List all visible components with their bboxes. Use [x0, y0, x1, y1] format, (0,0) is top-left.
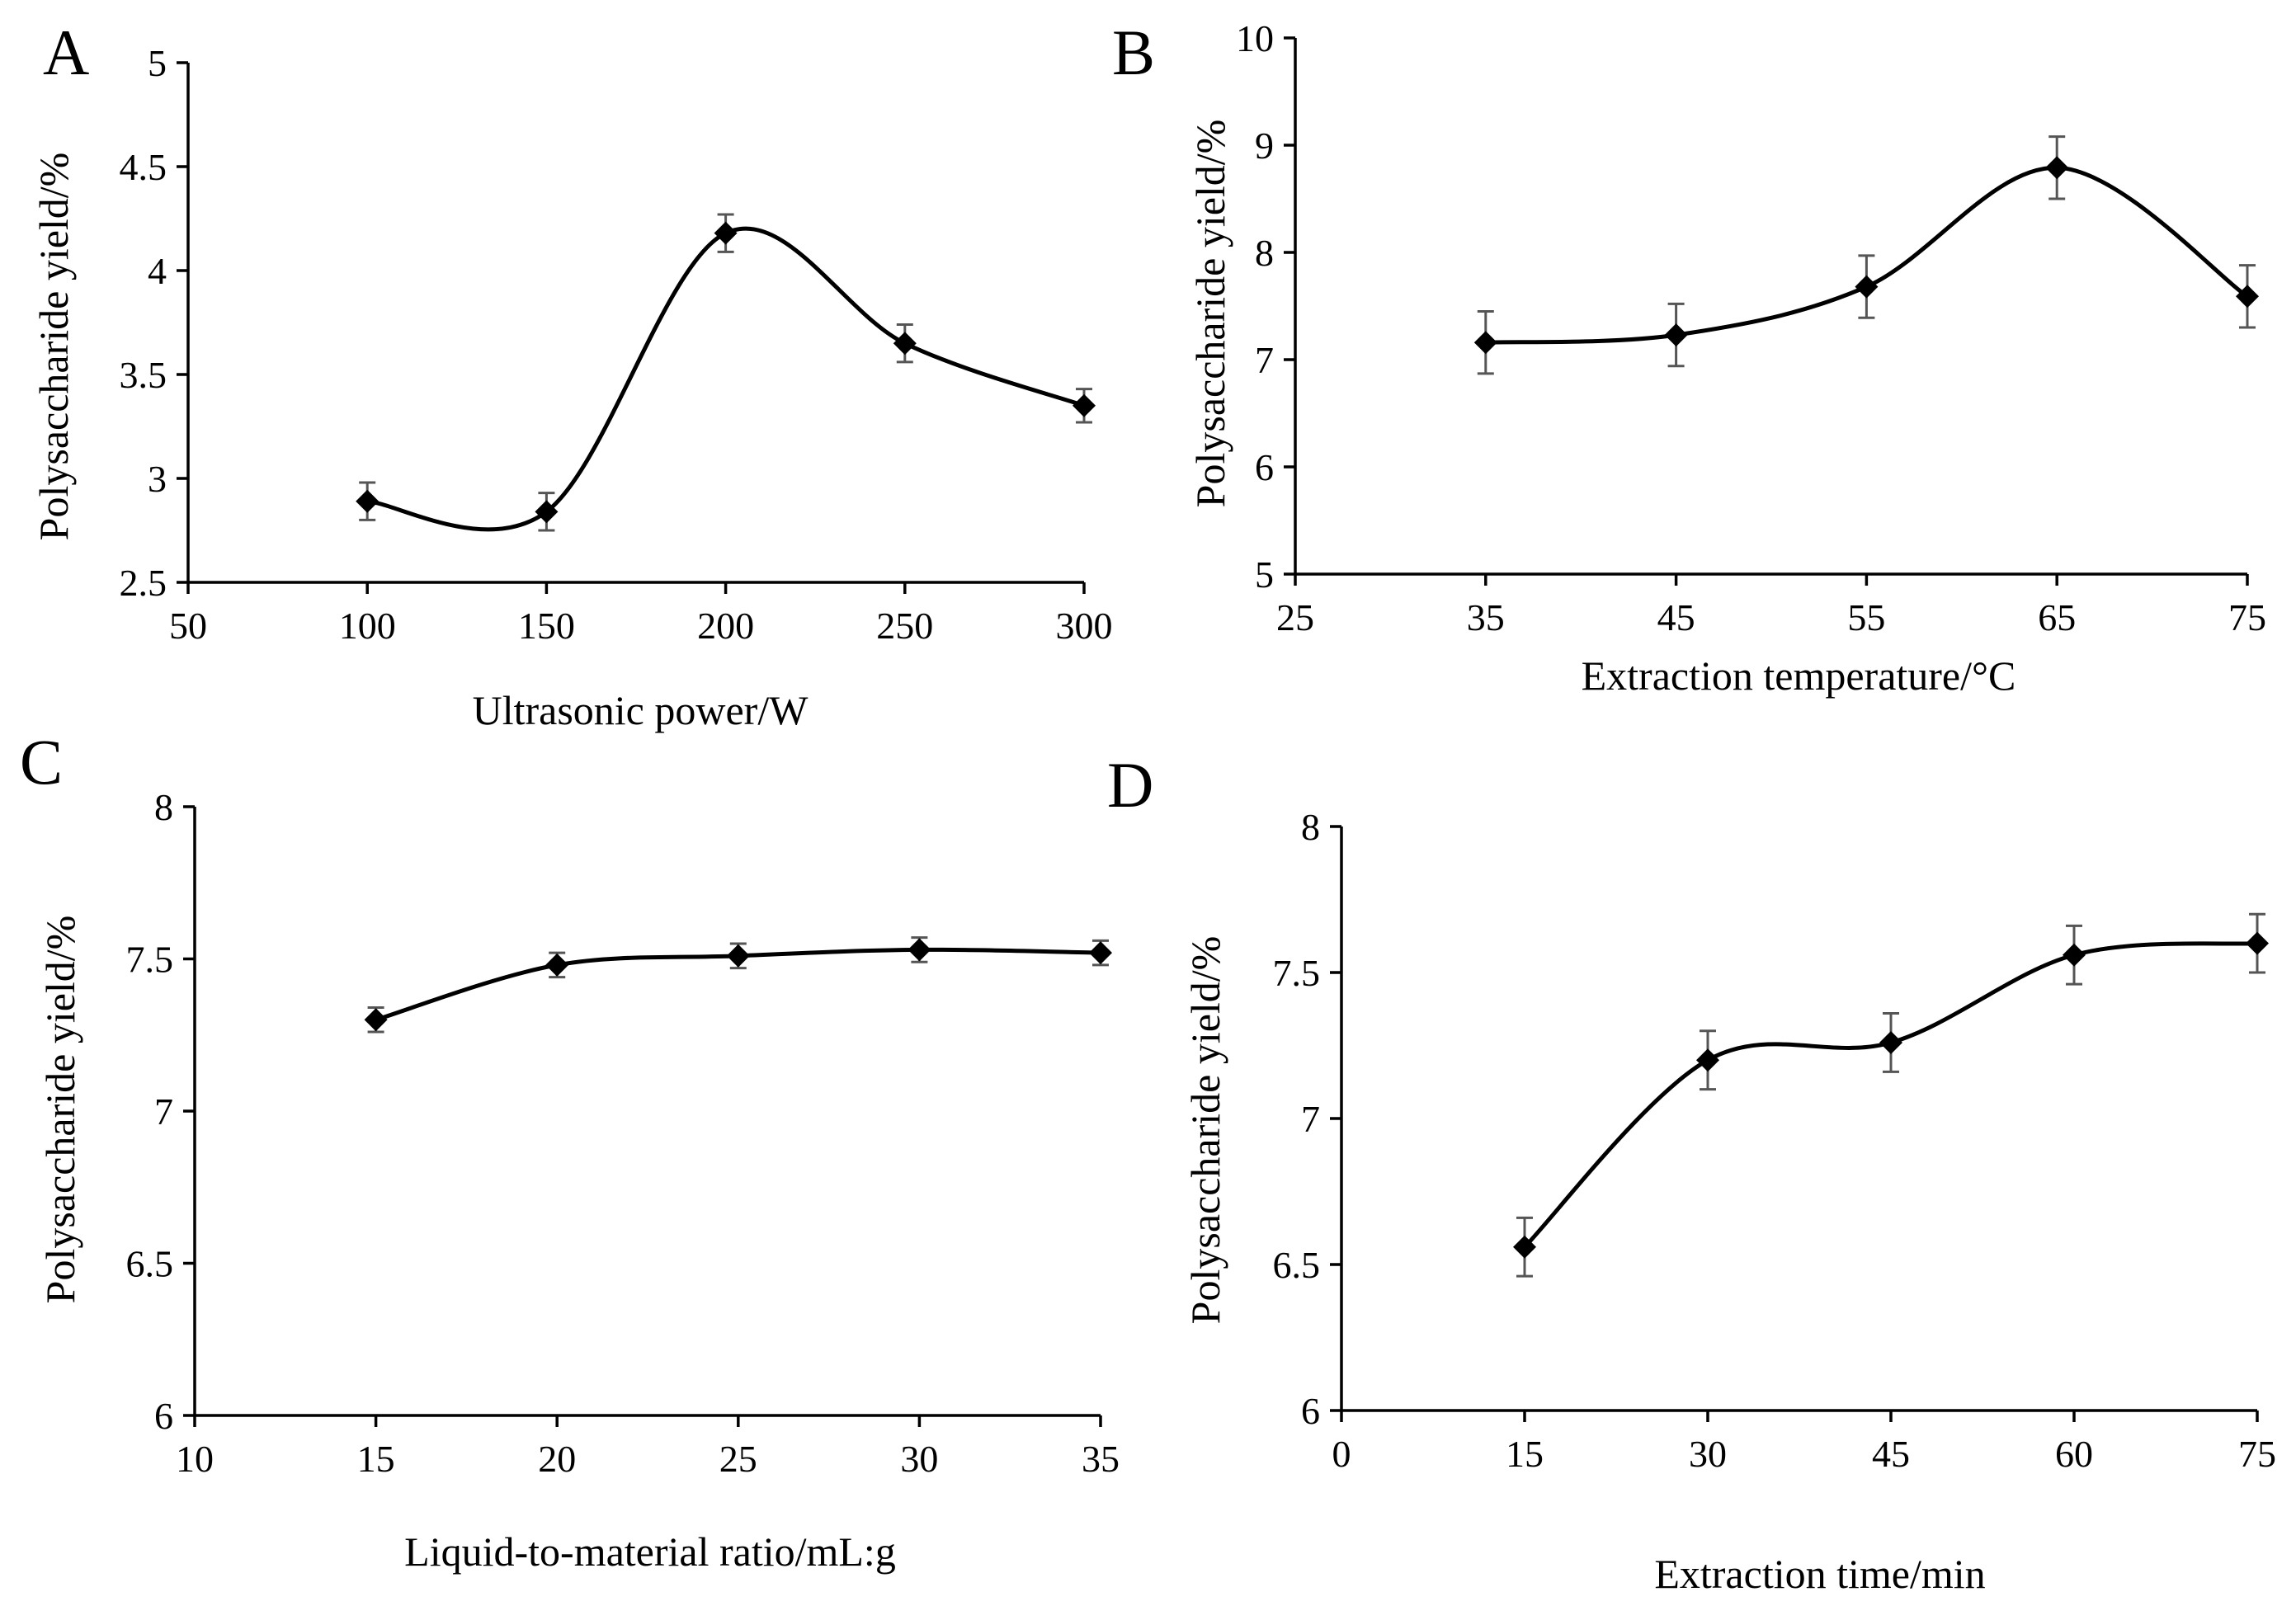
x-tick-label-a: 300	[1056, 605, 1113, 647]
y-tick-label-a: 4	[148, 250, 167, 292]
y-tick-label-b: 8	[1255, 232, 1274, 274]
data-point-c	[908, 938, 931, 962]
y-tick-label-d: 7.5	[1273, 952, 1321, 994]
x-tick-label-c: 25	[719, 1438, 757, 1480]
x-tick-label-a: 200	[697, 605, 754, 647]
y-axis-title-d: Polysaccharide yield/%	[1182, 936, 1228, 1325]
x-tick-label-d: 60	[2055, 1433, 2093, 1475]
x-tick-label-d: 30	[1689, 1433, 1727, 1475]
data-point-d	[1513, 1235, 1536, 1259]
x-tick-label-a: 250	[876, 605, 933, 647]
x-tick-label-b: 55	[1847, 596, 1885, 638]
x-tick-label-c: 20	[538, 1438, 576, 1480]
panel-label-d: D	[1107, 749, 1153, 821]
y-tick-label-c: 7.5	[126, 939, 174, 981]
x-tick-label-d: 45	[1872, 1433, 1910, 1475]
y-tick-label-a: 2.5	[120, 562, 167, 604]
x-axis-title-b: Extraction temperature/°C	[1582, 652, 2016, 699]
panel-c: C 6 6.5 7 7.5 8 10 15 20 25 30 35 Liquid-to-materi…	[20, 726, 1120, 1575]
x-tick-label-b: 35	[1467, 596, 1505, 638]
y-tick-label-d: 6.5	[1273, 1244, 1321, 1286]
panel-label-b: B	[1112, 16, 1155, 88]
y-tick-label-d: 6	[1301, 1390, 1320, 1432]
x-axis-title-d: Extraction time/min	[1654, 1551, 1985, 1597]
y-tick-label-b: 9	[1255, 125, 1274, 167]
y-tick-label-b: 6	[1255, 446, 1274, 488]
x-tick-label-b: 25	[1276, 596, 1314, 638]
y-axis-title-c: Polysaccharide yield/%	[37, 916, 83, 1304]
x-tick-label-c: 30	[900, 1438, 938, 1480]
series-line-d	[1523, 941, 2258, 1249]
x-tick-label-a: 150	[518, 605, 575, 647]
data-point-b	[2045, 156, 2069, 180]
panel-d: D 6 6.5 7 7.5 8 0 15 30 45 60 75 Extraction time/m…	[1107, 749, 2276, 1597]
series-line-b	[1485, 165, 2249, 345]
x-tick-label-c: 35	[1082, 1438, 1120, 1480]
data-point-b	[2236, 285, 2259, 308]
data-point-c	[364, 1008, 388, 1032]
data-point-d	[1879, 1030, 1902, 1054]
y-tick-label-b: 10	[1236, 17, 1274, 59]
x-axis-title-c: Liquid-to-material ratio/mL:g	[404, 1528, 896, 1575]
y-tick-label-c: 6	[154, 1395, 173, 1437]
data-point-d	[2246, 931, 2269, 955]
y-tick-label-c: 6.5	[126, 1243, 174, 1285]
data-point-c	[545, 953, 569, 977]
y-tick-label-d: 7	[1301, 1098, 1320, 1140]
panel-a: A 2.5 3 3.5 4 4.5 5 50 100 150 200 250 300 Ultrason…	[31, 16, 1113, 733]
panel-b: B 5 6 7 8 9 10 25 35 45 55 65 75 Extraction tempera…	[1112, 16, 2266, 699]
data-point-c	[726, 944, 750, 968]
y-axis-title-b: Polysaccharide yield/%	[1187, 120, 1233, 508]
data-point-b	[1473, 331, 1497, 355]
y-tick-label-c: 8	[154, 786, 173, 828]
data-point-a	[535, 500, 559, 524]
data-point-d	[1696, 1048, 1719, 1072]
x-tick-label-a: 50	[169, 605, 207, 647]
x-tick-label-d: 75	[2238, 1433, 2276, 1475]
data-point-a	[714, 221, 738, 245]
x-tick-label-b: 75	[2228, 596, 2266, 638]
x-tick-label-d: 15	[1506, 1433, 1544, 1475]
series-line-a	[366, 226, 1085, 532]
y-tick-label-d: 8	[1301, 806, 1320, 848]
x-tick-label-c: 10	[176, 1438, 214, 1480]
y-tick-label-a: 3	[148, 458, 167, 500]
data-point-a	[356, 489, 380, 513]
y-tick-label-a: 4.5	[120, 146, 167, 188]
x-tick-label-c: 15	[357, 1438, 395, 1480]
data-point-a	[893, 332, 917, 356]
x-tick-label-b: 45	[1657, 596, 1695, 638]
x-tick-label-d: 0	[1332, 1433, 1351, 1475]
data-point-d	[2063, 943, 2086, 967]
x-tick-label-b: 65	[2038, 596, 2076, 638]
panel-label-a: A	[43, 16, 89, 88]
x-axis-title-a: Ultrasonic power/W	[473, 687, 809, 733]
x-tick-label-a: 100	[339, 605, 396, 647]
y-axis-title-a: Polysaccharide yield/%	[31, 153, 77, 541]
panel-label-c: C	[20, 726, 63, 798]
data-point-a	[1073, 393, 1096, 417]
data-point-b	[1855, 275, 1879, 299]
data-point-c	[1089, 941, 1112, 965]
y-tick-label-a: 3.5	[120, 354, 167, 396]
y-tick-label-a: 5	[148, 42, 167, 84]
y-tick-label-c: 7	[154, 1090, 173, 1133]
y-tick-label-b: 5	[1255, 553, 1274, 596]
data-point-b	[1664, 323, 1688, 347]
y-tick-label-b: 7	[1255, 339, 1274, 381]
